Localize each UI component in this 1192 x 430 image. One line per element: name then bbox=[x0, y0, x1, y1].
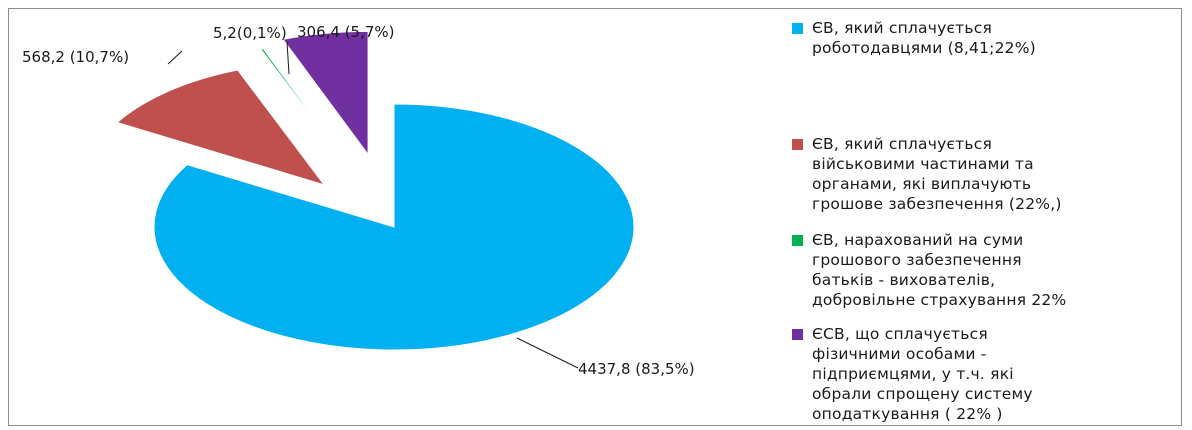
data-label-entrepreneurs: 306,4 (5,7%) bbox=[297, 23, 395, 41]
leader-lines bbox=[167, 41, 579, 369]
legend-swatch-military bbox=[792, 139, 803, 150]
legend-label-entrepreneurs: ЄСВ, що сплачується фізичними особами - … bbox=[812, 325, 1033, 423]
pie-slice-entrepreneurs bbox=[282, 30, 369, 156]
leader-line-military bbox=[167, 50, 183, 65]
pie-slice-military bbox=[116, 69, 326, 186]
legend-label-employers: ЄВ, який сплачується роботодавцями (8,41… bbox=[812, 19, 1036, 57]
legend-swatch-parents-educators bbox=[792, 235, 803, 246]
legend-swatch-employers bbox=[792, 23, 803, 34]
leader-line-employers bbox=[516, 337, 579, 369]
legend-swatch-entrepreneurs bbox=[792, 329, 803, 340]
data-label-employers: 4437,8 (83,5%) bbox=[578, 360, 695, 378]
legend-label-military: ЄВ, який сплачується військовими частина… bbox=[812, 135, 1062, 213]
leader-line-parents-educators bbox=[286, 41, 290, 75]
data-label-military: 568,2 (10,7%) bbox=[22, 48, 129, 66]
legend-label-parents-educators: ЄВ, нарахований на суми грошового забезп… bbox=[812, 231, 1067, 309]
data-label-parents-educators: 5,2(0,1%) bbox=[213, 24, 287, 42]
pie-slice-employers bbox=[153, 103, 635, 351]
pie-slice-parents-educators bbox=[259, 47, 348, 165]
data-labels: 4437,8 (83,5%) 568,2 (10,7%) 5,2(0,1%) 306,… bbox=[22, 23, 695, 378]
pie-slices bbox=[116, 30, 635, 351]
